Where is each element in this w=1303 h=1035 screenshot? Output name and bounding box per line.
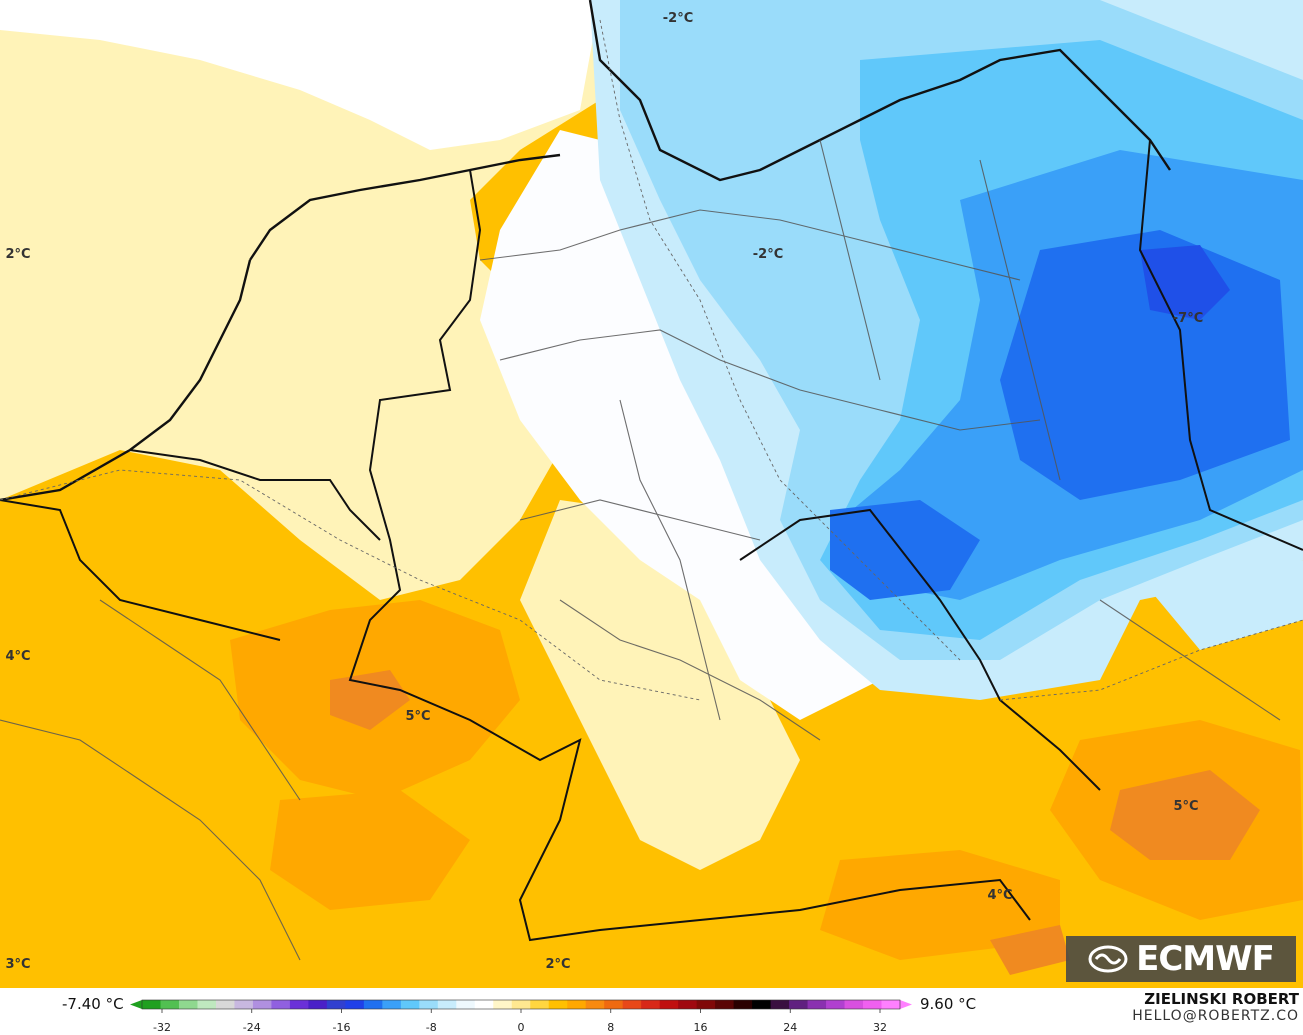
country-borders — [0, 139, 1303, 942]
contour-label: 4°C — [987, 888, 1012, 903]
colorbar-cell — [567, 1000, 587, 1009]
coastlines — [0, 0, 1171, 502]
colorbar-tick-label: -32 — [153, 1021, 171, 1034]
colorbar-cell — [252, 1000, 272, 1009]
colorbar-tick-label: 0 — [518, 1021, 525, 1034]
colorbar-cell — [789, 1000, 809, 1009]
colorbar-cell — [752, 1000, 772, 1009]
colorbar-cell — [363, 1000, 383, 1009]
colorbar-cell — [604, 1000, 624, 1009]
colorbar-cell — [456, 1000, 476, 1009]
cold-light-zone-east — [1150, 560, 1303, 650]
contour-label: 3°C — [5, 957, 30, 972]
footer: -7.40 °C -32 -24 -16 -8 0 8 16 24 32 9.60 °C ZIE… — [0, 988, 1303, 1035]
colorbar-cell — [511, 1000, 531, 1009]
colorbar-cell — [400, 1000, 420, 1009]
cold-pocket-south — [830, 500, 980, 600]
ecmwf-logo-icon — [1088, 945, 1128, 973]
colorbar-cell — [308, 1000, 328, 1009]
colorbar-cell — [419, 1000, 439, 1009]
contour-label: -2°C — [753, 247, 783, 262]
colorbar-cell — [678, 1000, 698, 1009]
colorbar-arrow-right — [900, 1000, 912, 1009]
colorbar-cell — [530, 1000, 550, 1009]
colorbar-cell — [142, 1000, 161, 1009]
colorbar-cell — [326, 1000, 346, 1009]
colorbar-cell — [289, 1000, 309, 1009]
hot-zones — [330, 670, 1260, 975]
contour-labels: -2°C 2°C -2°C -7°C 4°C 5°C 5°C 4°C 2°C 3°C — [5, 11, 1203, 972]
colorbar-cell — [585, 1000, 605, 1009]
colorbar-tick-label: 16 — [694, 1021, 708, 1034]
contour-label: 5°C — [405, 709, 430, 724]
region-borders — [0, 139, 1281, 961]
contour-label: -7°C — [1173, 311, 1203, 326]
colorbar-cell — [863, 1000, 883, 1009]
max-value: 9.60 °C — [920, 995, 977, 1013]
sea-white-zone — [0, 0, 600, 150]
colorbar-cell — [215, 1000, 235, 1009]
contour-label: -2°C — [663, 11, 693, 26]
colorbar-cell — [715, 1000, 735, 1009]
colorbar-cell — [493, 1000, 513, 1009]
colorbar-cell — [659, 1000, 679, 1009]
colorbar-cell — [382, 1000, 402, 1009]
pale-yellow-zone — [0, 0, 620, 600]
author-name: ZIELINSKI ROBERT — [1144, 990, 1299, 1008]
colorbar-cell — [234, 1000, 254, 1009]
colorbar-tick-label: 32 — [873, 1021, 887, 1034]
contour-label: 2°C — [5, 247, 30, 262]
colorbar-cell — [807, 1000, 827, 1009]
colorbar-cell — [160, 1000, 180, 1009]
colorbar-cell — [437, 1000, 457, 1009]
colorbar-cell — [178, 1000, 198, 1009]
contour-label: 4°C — [5, 649, 30, 664]
logo-text: ECMWF — [1136, 939, 1275, 979]
colorbar-cell — [770, 1000, 790, 1009]
contour-label: 5°C — [1173, 799, 1198, 814]
contour-label: 2°C — [545, 957, 570, 972]
colorbar-cell — [345, 1000, 365, 1009]
colorbar-tick-label: 24 — [783, 1021, 797, 1034]
colorbar-cell — [474, 1000, 494, 1009]
temperature-map: -2°C 2°C -2°C -7°C 4°C 5°C 5°C 4°C 2°C 3°C — [0, 0, 1303, 988]
colorbar-cell — [641, 1000, 661, 1009]
isotherms — [0, 19, 1303, 701]
colorbar-tick-label: 8 — [607, 1021, 614, 1034]
min-value: -7.40 °C — [62, 995, 124, 1013]
colorbar-cell — [844, 1000, 864, 1009]
colorbar: -32 -24 -16 -8 0 8 16 24 32 — [130, 999, 912, 1034]
colorbar-cell — [548, 1000, 568, 1009]
coldest-core — [1140, 245, 1230, 320]
colorbar-cell — [271, 1000, 291, 1009]
colorbar-cell — [881, 1000, 901, 1009]
colorbar-tick-label: -16 — [333, 1021, 351, 1034]
colorbar-cell — [826, 1000, 846, 1009]
author-credit: ZIELINSKI ROBERT HELLO@ROBERTZ.CO — [1132, 990, 1299, 1024]
colorbar-arrow-left — [130, 1000, 142, 1009]
colorbar-cell — [696, 1000, 716, 1009]
colorbar-cell — [733, 1000, 753, 1009]
ecmwf-logo: ECMWF — [1066, 936, 1296, 982]
colorbar-cell — [622, 1000, 642, 1009]
author-email: HELLO@ROBERTZ.CO — [1132, 1008, 1299, 1024]
colorbar-tick-label: -24 — [243, 1021, 261, 1034]
colorbar-cell — [197, 1000, 217, 1009]
colorbar-tick-label: -8 — [426, 1021, 437, 1034]
